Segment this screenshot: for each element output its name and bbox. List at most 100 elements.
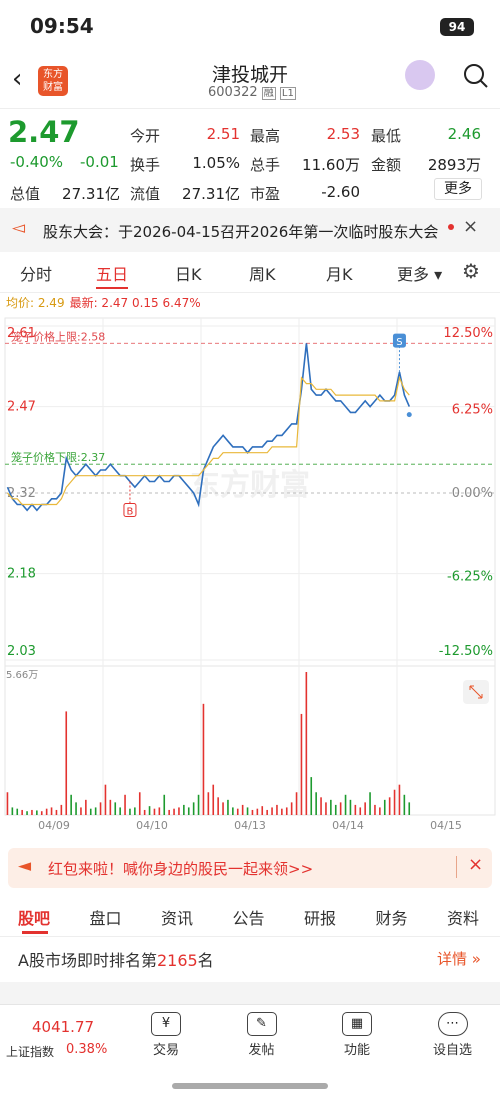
last-dot	[406, 412, 412, 418]
x-tick-label: 04/09	[38, 819, 70, 832]
expand-icon	[469, 685, 483, 699]
promo-banner[interactable]	[8, 848, 492, 888]
volume-bar	[65, 711, 68, 815]
nav-label[interactable]: 发帖	[248, 1043, 275, 1058]
settings-icon[interactable]: ⚙	[462, 259, 480, 283]
volume-bar	[187, 807, 190, 815]
trade-marker	[392, 333, 406, 348]
info-tab[interactable]: 财务	[375, 909, 408, 928]
y-tick-label: 2.32	[7, 486, 36, 501]
index-change: 0.38%	[66, 1042, 108, 1057]
volume-bar	[379, 807, 381, 815]
volume-bar	[40, 811, 43, 815]
index-name: 上证指数	[6, 1045, 55, 1059]
index-value[interactable]: 4041.77	[32, 1018, 95, 1036]
chart-tab[interactable]: 分时	[20, 265, 53, 284]
info-tab[interactable]: 研报	[304, 909, 337, 928]
field-value: 2.53	[326, 125, 360, 143]
chart-summary: 均价: 2.49 最新: 2.47 0.15 6.47%	[6, 295, 201, 310]
field-value: -2.60	[321, 183, 360, 201]
chart-tab[interactable]: 日K	[175, 265, 202, 284]
volume-bar	[310, 777, 313, 815]
info-tab[interactable]: 资料	[447, 909, 480, 928]
plot-frame	[4, 317, 496, 816]
more-button[interactable]: 更多	[434, 178, 482, 200]
nav-label[interactable]: 功能	[343, 1043, 370, 1058]
volume-bar	[325, 802, 327, 815]
info-tab[interactable]: 公告	[232, 909, 265, 928]
detail-text: 详情	[437, 950, 468, 968]
gap	[0, 982, 500, 1004]
volume-bar	[315, 792, 317, 815]
volume-bar	[261, 806, 264, 815]
volume-bar	[16, 808, 19, 815]
nav-label[interactable]: 设自选	[432, 1043, 472, 1058]
chart-tab[interactable]: 更多 ▾	[397, 265, 443, 284]
volume-bar	[143, 809, 146, 815]
field-label: 金额	[371, 156, 402, 174]
robot-icon[interactable]	[405, 60, 435, 90]
promo-text: 红包来啦！喊你身边的股民一起来领>>	[48, 860, 314, 878]
app-logo[interactable]: 东方 财富	[38, 66, 68, 96]
chart-tab[interactable]: 月K	[326, 265, 353, 284]
close-notice[interactable]: ×	[463, 216, 479, 237]
volume-bar	[369, 792, 371, 815]
latest-summary: 最新: 2.47 0.15 6.47%	[70, 295, 201, 310]
volume-bar	[246, 807, 249, 815]
volume-bar	[134, 807, 136, 815]
volume-bar	[388, 797, 391, 815]
volume-bar	[202, 703, 205, 815]
divider	[0, 1004, 500, 1005]
volume-bar	[207, 792, 210, 815]
volume-bar	[290, 802, 293, 815]
x-tick-label: 04/13	[234, 819, 266, 832]
volume-bar	[94, 807, 97, 815]
y2-tick-label: 0.00%	[452, 486, 493, 501]
divider	[0, 936, 500, 937]
active-tab-underline	[96, 287, 128, 289]
volume-bar	[339, 802, 342, 815]
volume-bar	[236, 808, 239, 815]
status-time: 09:54	[30, 14, 94, 38]
info-tab[interactable]: 股吧	[18, 909, 51, 928]
detail-link[interactable]: 详情 »	[437, 950, 481, 968]
nav-icon: ¥	[151, 1012, 181, 1036]
volume-bar	[300, 713, 303, 815]
field-value: 2893万	[427, 156, 481, 174]
volume-bar	[124, 794, 126, 815]
rank-text: A股市场即时排名第2165名	[18, 947, 214, 971]
field-value: 27.31亿	[62, 185, 120, 203]
volume-bar	[383, 799, 386, 815]
back-button[interactable]: ‹	[12, 64, 23, 94]
notice-bar[interactable]	[0, 208, 500, 252]
volume-bar	[158, 807, 161, 815]
volume-bar	[75, 802, 77, 815]
logo-text: 财富	[43, 82, 63, 93]
volume-bar	[6, 792, 9, 815]
volume-bar	[256, 808, 259, 815]
logo-text: 东方	[43, 69, 63, 80]
chart-tab[interactable]: 周K	[249, 265, 276, 284]
nav-icon: ⋯	[437, 1012, 468, 1036]
search-icon[interactable]	[462, 62, 490, 90]
volume-bar	[266, 809, 268, 815]
volume-bar	[138, 792, 141, 815]
y-tick-label: 2.03	[7, 644, 36, 659]
info-tab[interactable]: 盘口	[89, 909, 122, 928]
promo-icon: ◄	[18, 856, 32, 876]
info-tab[interactable]: 资讯	[161, 909, 194, 928]
volume-bar	[232, 807, 234, 815]
volume-bar	[295, 792, 298, 815]
chart-tab[interactable]: 五日	[96, 265, 129, 284]
nav-label[interactable]: 交易	[152, 1043, 179, 1058]
volume-bar	[393, 789, 396, 815]
volume-bar	[173, 808, 175, 815]
volume-bar	[408, 802, 411, 815]
field-label: 总值	[10, 185, 41, 203]
close-banner[interactable]: ×	[468, 854, 484, 875]
battery: 94	[440, 18, 474, 36]
volume-bar	[398, 784, 401, 815]
field-label: 总手	[250, 156, 281, 174]
volume-bar	[168, 809, 170, 815]
